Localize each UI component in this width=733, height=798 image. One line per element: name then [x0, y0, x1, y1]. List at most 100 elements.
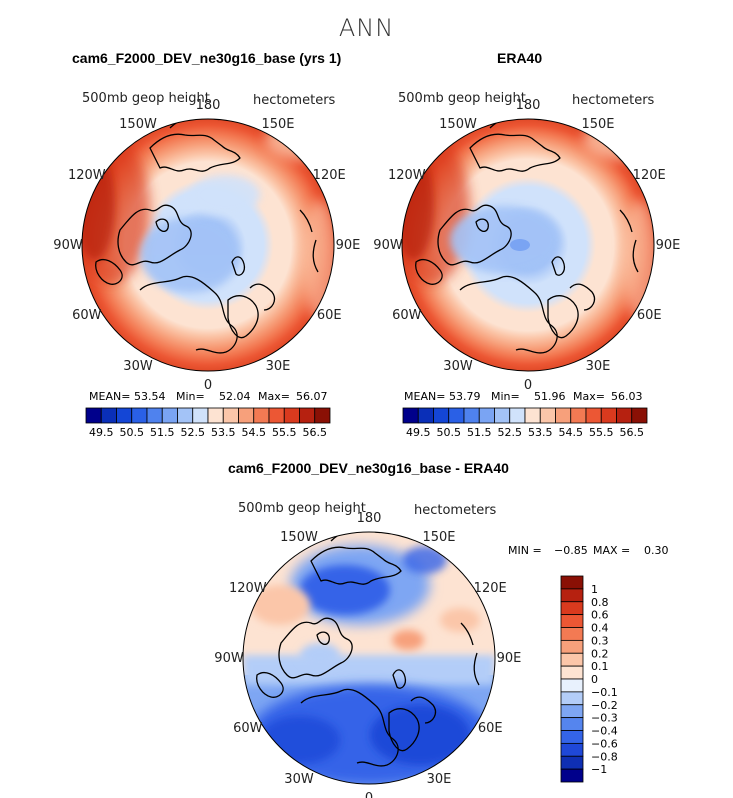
colorbar-box	[560, 601, 584, 616]
main-title: ANN	[338, 14, 395, 42]
colorbar-box	[524, 407, 541, 424]
lon-label-panel1-30E: 30E	[266, 359, 291, 374]
colorbar-box	[207, 407, 224, 424]
panel2-min-value: 51.96	[534, 390, 566, 403]
colorbar-box	[433, 407, 450, 424]
lon-label-panel3-150E: 150E	[422, 530, 455, 545]
lon-label-panel2-0: 0	[524, 378, 532, 393]
panel3-title: cam6_F2000_DEV_ne30g16_base - ERA40	[228, 460, 509, 476]
colorbar-box	[402, 407, 419, 424]
colorbar-tick-label: 0.1	[591, 660, 609, 673]
lon-label-panel3-120E: 120E	[474, 581, 507, 596]
colorbar-box	[570, 407, 587, 424]
colorbar-tick-label: −1	[591, 763, 607, 776]
panel2-map	[401, 118, 655, 372]
colorbar-tick-label: −0.1	[591, 686, 618, 699]
colorbar-box	[560, 768, 584, 783]
panel3-colorbar: 10.80.60.40.30.20.10−0.1−0.2−0.3−0.4−0.6…	[560, 575, 618, 783]
colorbar-box	[616, 407, 633, 424]
panel1-variable: 500mb geop height	[82, 91, 210, 106]
longitude-labels: 180 150E 120E 90E 60E 30E 0 30W 60W 90W 120W 150W 18…	[53, 98, 680, 798]
colorbar-box	[560, 652, 584, 667]
colorbar-box	[509, 407, 526, 424]
colorbar-tick-label: 50.5	[437, 426, 462, 439]
colorbar-box	[555, 407, 572, 424]
colorbar-tick-label: 0	[591, 673, 598, 686]
colorbar-tick-label: 52.5	[498, 426, 523, 439]
panel1-units: hectometers	[253, 93, 336, 108]
lon-label-panel3-90E: 90E	[497, 651, 522, 666]
panel3-max-label: MAX =	[593, 544, 631, 557]
lon-label-panel1-60E: 60E	[317, 308, 342, 323]
colorbar-tick-label: 0.4	[591, 622, 609, 635]
colorbar-tick-label: 0.6	[591, 609, 609, 622]
colorbar-tick-label: 51.5	[467, 426, 492, 439]
panel2-mean-label: MEAN=	[404, 390, 446, 403]
colorbar-box	[85, 407, 102, 424]
colorbar-tick-label: 0.2	[591, 647, 609, 660]
colorbar-tick-label: 51.5	[150, 426, 175, 439]
panel3-units: hectometers	[414, 503, 497, 518]
panel2-title: ERA40	[497, 50, 543, 66]
colorbar-tick-label: 54.5	[559, 426, 584, 439]
lon-label-panel1-0: 0	[204, 378, 212, 393]
colorbar-tick-label: −0.6	[591, 737, 618, 750]
panel3-max-value: 0.30	[644, 544, 669, 557]
lon-label-panel2-120W: 120W	[388, 168, 426, 183]
colorbar-tick-label: −0.4	[591, 725, 618, 738]
colorbar-box	[238, 407, 255, 424]
colorbar-box	[116, 407, 133, 424]
panel1-max-value: 56.07	[296, 390, 328, 403]
colorbar-tick-label: 53.5	[528, 426, 553, 439]
lon-label-panel3-90W: 90W	[214, 651, 244, 666]
colorbar-box	[253, 407, 270, 424]
colorbar-box	[560, 614, 584, 628]
colorbar-box	[448, 407, 465, 424]
panel1-title: cam6_F2000_DEV_ne30g16_base (yrs 1)	[72, 50, 342, 66]
panel3-min-label: MIN =	[508, 544, 542, 557]
colorbar-box	[560, 704, 584, 719]
colorbar-box	[283, 407, 300, 424]
colorbar-tick-label: 1	[591, 583, 598, 596]
panel1-max-label: Max=	[258, 390, 290, 403]
colorbar-tick-label: 49.5	[89, 426, 114, 439]
lon-label-panel2-90W: 90W	[373, 238, 403, 253]
colorbar-box	[560, 575, 584, 590]
lon-label-panel3-0: 0	[365, 791, 373, 798]
lon-label-panel1-180: 180	[196, 98, 221, 113]
colorbar-tick-label: 55.5	[272, 426, 297, 439]
lon-label-panel3-30E: 30E	[427, 772, 452, 787]
panel1-mean-value: 53.54	[134, 390, 166, 403]
colorbar-box	[560, 627, 584, 641]
colorbar-box	[222, 407, 239, 424]
colorbar-box	[560, 665, 584, 680]
lon-label-panel1-150E: 150E	[261, 117, 294, 132]
colorbar-tick-label: 0.8	[591, 596, 609, 609]
panel1-map	[81, 118, 335, 372]
panel2-units: hectometers	[572, 93, 655, 108]
colorbar-tick-label: 56.5	[620, 426, 645, 439]
colorbar-box	[177, 407, 194, 424]
lon-label-panel3-120W: 120W	[229, 581, 267, 596]
colorbar-box	[417, 407, 434, 424]
lon-label-panel1-150W: 150W	[119, 117, 157, 132]
colorbar-tick-label: 49.5	[406, 426, 431, 439]
panel1-mean-label: MEAN=	[89, 390, 131, 403]
colorbar-box	[585, 407, 602, 424]
colorbar-box	[560, 717, 584, 731]
lon-label-panel1-90W: 90W	[53, 238, 83, 253]
colorbar-box	[268, 407, 285, 424]
colorbar-tick-label: 56.5	[303, 426, 328, 439]
lon-label-panel1-30W: 30W	[123, 359, 153, 374]
colorbar-box	[560, 588, 584, 603]
colorbar-box	[560, 678, 584, 693]
colorbar-box	[600, 407, 617, 424]
lon-label-panel2-90E: 90E	[656, 238, 681, 253]
panel3-map	[242, 531, 496, 785]
panel2-colorbar: 49.5 50.5 51.5 52.5 53.5 54.5 55.5 56.5	[402, 407, 648, 439]
colorbar-box	[146, 407, 163, 424]
lon-label-panel3-60W: 60W	[233, 721, 263, 736]
colorbar-box	[560, 742, 584, 757]
colorbar-box	[560, 730, 584, 744]
panel2-variable: 500mb geop height	[398, 91, 526, 106]
